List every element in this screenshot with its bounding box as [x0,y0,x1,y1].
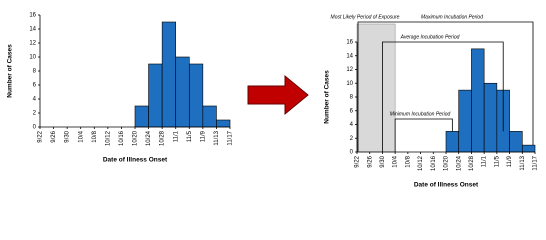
bar [521,144,536,153]
x-tick-label: 10/24 [456,155,462,171]
annotation: Most Likely Period of Exposure [331,14,400,20]
x-tick-label: 10/20 [444,155,450,171]
bar [134,105,149,128]
y-tick-label: 14 [346,53,353,59]
x-tick-label: 10/12 [105,130,111,146]
bar [175,56,190,128]
y-tick-label: 8 [33,69,37,75]
bar [161,21,177,128]
y-tick-label: 10 [346,81,353,87]
y-tick-label: 2 [33,111,37,117]
x-tick-label: 10/8 [405,155,411,167]
bar [458,89,472,153]
bar [445,131,460,153]
annotation-bracket [394,118,453,152]
x-tick-label: 11/5 [187,130,193,142]
x-tick-label: 11/1 [482,155,488,167]
x-tick-label: 10/16 [119,130,125,146]
x-tick-label: 11/13 [214,130,220,145]
x-tick-label: 10/4 [78,130,84,142]
bar [509,131,523,153]
x-axis-title: Date of Illness Onset [103,157,168,164]
y-tick-label: 6 [33,83,37,89]
annotation-bracket [382,41,504,152]
x-tick-label: 9/26 [367,155,373,167]
x-tick-label: 10/28 [160,130,166,146]
x-tick-label: 10/16 [431,155,437,171]
x-tick-label: 11/5 [494,155,500,167]
arrow [247,74,309,116]
y-tick-label: 12 [346,67,353,73]
y-tick-label: 16 [346,40,353,46]
annotation: Minimum Incubation Period [390,111,451,117]
x-tick-label: 10/20 [133,130,139,146]
y-tick-label: 12 [29,41,36,47]
x-tick-label: 11/13 [520,155,526,170]
y-axis-title: Number of Cases [7,44,14,98]
annotation: Maximum Incubation Period [421,14,483,20]
x-tick-label: 9/22 [355,155,361,167]
x-tick-label: 10/12 [418,155,424,171]
y-tick-label: 8 [350,95,354,101]
bar [202,105,217,128]
x-tick-label: 11/17 [533,155,539,170]
x-tick-label: 11/1 [173,130,179,142]
bar [471,48,485,153]
bar [148,63,163,128]
annotation: Average Incubation Period [400,34,460,40]
x-tick-label: 10/28 [469,155,475,171]
x-tick-label: 11/9 [507,155,513,167]
bar [483,82,498,153]
y-tick-label: 0 [350,150,354,156]
x-axis-title: Date of Illness Onset [414,182,479,189]
bar [216,119,231,128]
y-tick-label: 10 [29,55,36,61]
y-tick-label: 4 [33,97,37,103]
x-tick-label: 10/4 [393,155,399,167]
x-tick-label: 9/22 [38,130,44,142]
y-tick-label: 2 [350,136,354,142]
x-tick-label: 9/30 [380,155,386,167]
x-tick-label: 9/26 [51,130,57,142]
y-tick-label: 4 [350,122,354,128]
x-tick-label: 9/30 [65,130,71,142]
annotation-bracket [357,21,534,152]
x-tick-label: 10/8 [92,130,98,142]
x-tick-label: 11/9 [200,130,206,142]
y-tick-label: 6 [350,108,354,114]
y-tick-label: 14 [29,27,36,33]
x-tick-label: 11/17 [228,130,234,145]
figure: 0 2 4 6 8 10 12 14 16 9/22 9/26 9/30 10/4 10/8 10/12 10… [7,13,539,189]
y-axis-title: Number of Cases [324,70,331,124]
y-tick-label: 16 [29,13,36,19]
bar [188,63,204,128]
x-tick-label: 10/24 [146,130,152,146]
exposure-shade [356,23,396,153]
y-tick-label: 0 [33,125,37,131]
